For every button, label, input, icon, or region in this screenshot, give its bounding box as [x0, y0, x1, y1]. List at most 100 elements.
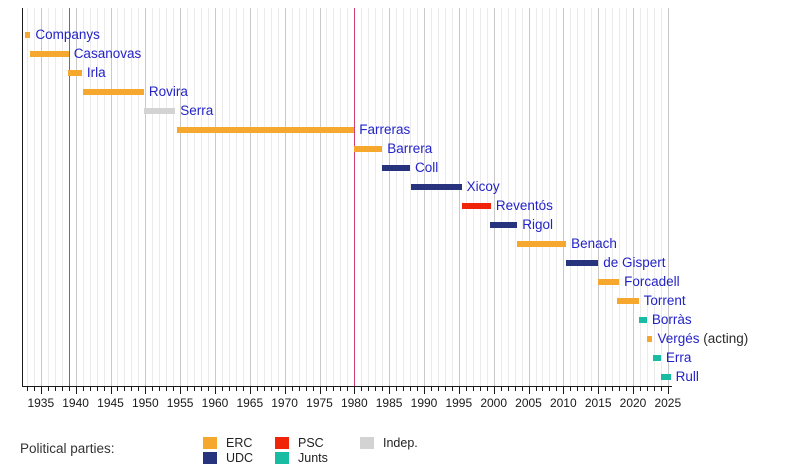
x-axis-tick-label: 1980 — [340, 396, 368, 410]
gridline-minor — [305, 8, 307, 386]
gridline-minor — [410, 8, 411, 386]
gridline-minor — [514, 8, 516, 386]
timeline-bar-verges — [646, 336, 653, 342]
x-axis-major-tick — [354, 387, 356, 394]
x-axis-tick-label: 2025 — [654, 396, 682, 410]
x-axis-major-tick — [180, 387, 182, 394]
person-name: Casanovas — [73, 46, 142, 61]
x-axis-minor-tick — [417, 387, 418, 391]
timeline-bar-rigol — [489, 222, 518, 228]
legend-swatch-erc — [203, 437, 217, 449]
x-axis-minor-tick — [605, 387, 607, 391]
person-name-suffix: (acting) — [699, 331, 749, 346]
x-axis-minor-tick — [221, 387, 223, 391]
x-axis-minor-tick — [26, 387, 28, 391]
person-name: Erra — [665, 350, 692, 365]
x-axis-tick-label: 2020 — [619, 396, 647, 410]
person-name: Vergés — [657, 331, 700, 346]
gridline-minor — [201, 8, 202, 386]
x-axis-minor-tick — [242, 387, 244, 391]
x-axis-minor-tick — [291, 387, 293, 391]
timeline-bar-benach — [516, 241, 567, 247]
gridline-minor — [361, 8, 363, 386]
x-axis-minor-tick — [451, 387, 453, 391]
x-axis-minor-tick — [612, 387, 614, 391]
gridline-minor — [591, 8, 593, 386]
x-axis-minor-tick — [270, 387, 272, 391]
person-label-rigol: Rigol — [522, 217, 553, 233]
gridline-minor — [612, 8, 614, 386]
gridline-minor — [375, 8, 377, 386]
x-axis-minor-tick — [556, 387, 558, 391]
gridline-major — [145, 8, 147, 386]
gridline-minor — [570, 8, 572, 386]
person-label-serra: Serra — [180, 103, 213, 119]
x-axis-minor-tick — [194, 387, 196, 391]
timeline-bar-xicoy — [411, 184, 462, 190]
x-axis-minor-tick — [208, 387, 209, 391]
x-axis-minor-tick — [396, 387, 398, 391]
gridline-minor — [54, 8, 56, 386]
x-axis-tick-label: 1995 — [445, 396, 473, 410]
person-name: Benach — [571, 236, 617, 251]
x-axis-minor-tick — [131, 387, 133, 391]
x-axis-tick-label: 1970 — [271, 396, 298, 410]
person-name: Torrent — [643, 293, 686, 308]
x-axis-minor-tick — [96, 387, 98, 391]
x-axis-tick-label: 1985 — [375, 396, 403, 410]
x-axis-major-tick — [249, 387, 251, 394]
x-axis-minor-tick — [542, 387, 544, 391]
legend-title: Political parties: — [20, 441, 115, 456]
person-label-erra: Erra — [666, 350, 692, 366]
x-axis-minor-tick — [479, 387, 481, 391]
x-axis-minor-tick — [619, 387, 621, 391]
x-axis-minor-tick — [361, 387, 363, 391]
x-axis-minor-tick — [368, 387, 370, 391]
person-label-verges: Vergés (acting) — [658, 331, 749, 347]
gridline-minor — [396, 8, 398, 386]
x-axis-major-tick — [667, 387, 669, 394]
gridline-minor — [89, 8, 91, 386]
gridline-minor — [646, 8, 648, 386]
person-name: Xicoy — [466, 179, 500, 194]
gridline-minor — [542, 8, 544, 386]
x-axis-minor-tick — [382, 387, 384, 391]
gridline-minor — [138, 8, 140, 386]
gridline-major — [110, 8, 112, 386]
legend-label-psc: PSC — [298, 436, 324, 450]
x-axis-line — [22, 386, 672, 387]
x-axis-minor-tick — [640, 387, 641, 391]
x-axis-minor-tick — [437, 387, 439, 391]
x-axis-major-tick — [458, 387, 460, 394]
person-name: Borràs — [651, 312, 692, 327]
x-axis-major-tick — [424, 387, 425, 394]
x-axis-major-tick — [528, 387, 530, 394]
gridline-minor — [486, 8, 488, 386]
gridline-major — [667, 8, 669, 386]
gridline-minor — [444, 8, 446, 386]
gridline-major — [528, 8, 530, 386]
gridline-minor — [535, 8, 537, 386]
x-axis-minor-tick — [340, 387, 342, 391]
gridline-major — [40, 8, 42, 386]
person-label-irla: Irla — [87, 65, 106, 81]
gridline-major — [180, 8, 182, 386]
x-axis-tick-label: 2015 — [584, 396, 612, 410]
x-axis-major-tick — [40, 387, 42, 394]
x-axis-tick-label: 1950 — [131, 396, 159, 410]
x-axis-minor-tick — [521, 387, 523, 391]
gridline-minor — [208, 8, 209, 386]
gridline-minor — [61, 8, 63, 386]
x-axis-minor-tick — [159, 387, 161, 391]
person-label-reventos: Reventós — [496, 198, 553, 214]
x-axis-major-tick — [633, 387, 634, 394]
timeline-bar-serra — [143, 108, 176, 114]
x-axis-minor-tick — [465, 387, 467, 391]
timeline-bar-erra — [653, 355, 661, 361]
gridline-major — [458, 8, 460, 386]
x-axis-minor-tick — [201, 387, 202, 391]
person-name: de Gispert — [603, 255, 666, 270]
gridline-minor — [500, 8, 502, 386]
gridline-minor — [640, 8, 641, 386]
